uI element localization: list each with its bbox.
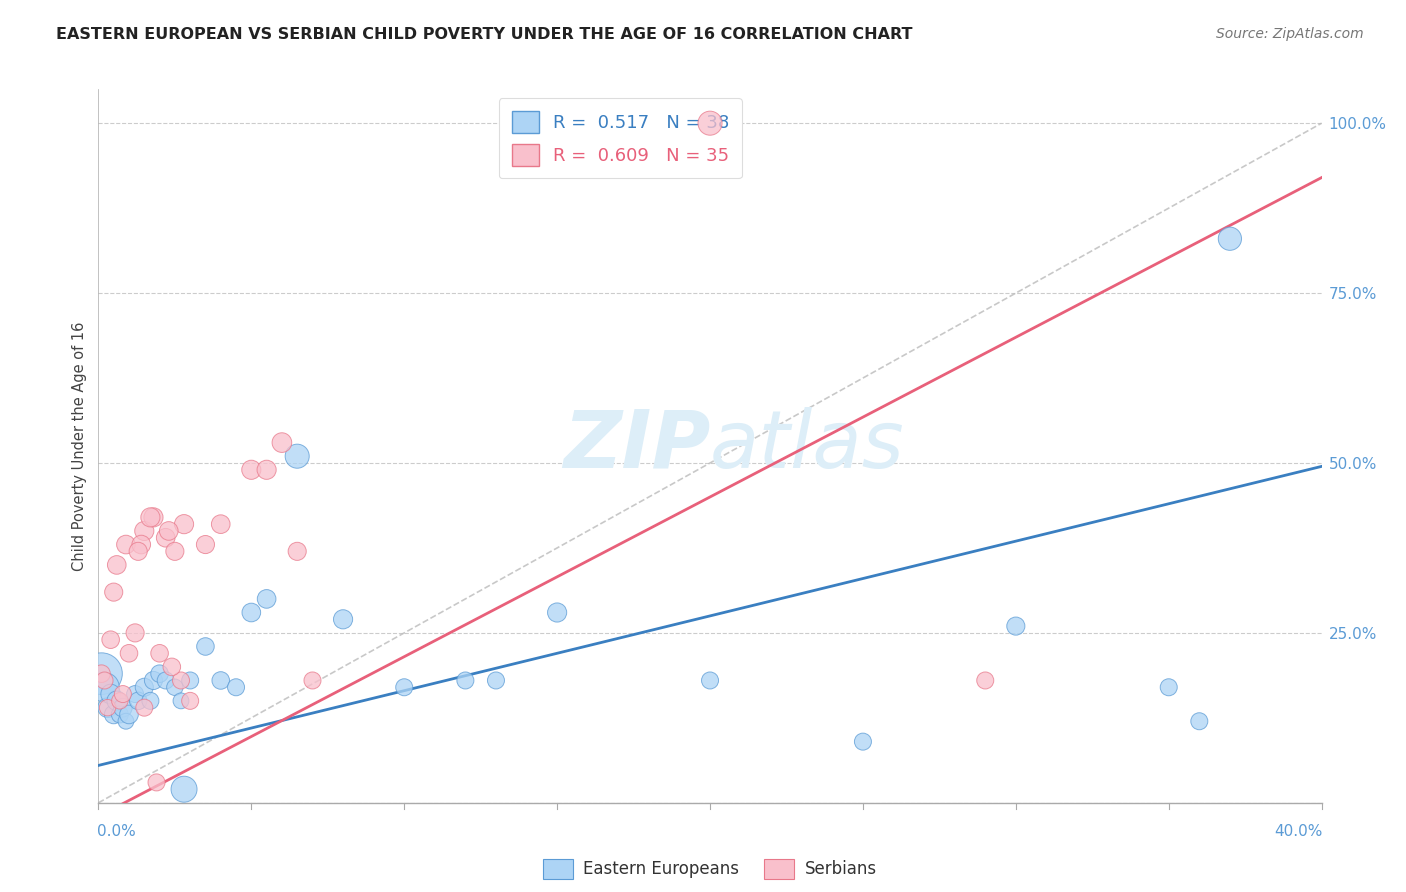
Point: [270, 435, 292, 450]
Point: [194, 640, 217, 654]
Y-axis label: Child Poverty Under the Age of 16: Child Poverty Under the Age of 16: [72, 321, 87, 571]
Point: [1004, 619, 1026, 633]
Point: [103, 707, 125, 722]
Point: [145, 775, 167, 789]
Point: [111, 687, 134, 701]
Point: [173, 517, 195, 532]
Point: [155, 673, 177, 688]
Point: [173, 782, 195, 797]
Text: Source: ZipAtlas.com: Source: ZipAtlas.com: [1216, 27, 1364, 41]
Text: 40.0%: 40.0%: [1274, 824, 1323, 839]
Point: [170, 673, 193, 688]
Point: [90, 666, 112, 681]
Point: [129, 537, 152, 551]
Point: [852, 734, 875, 748]
Point: [134, 680, 156, 694]
Point: [93, 680, 115, 694]
Point: [240, 606, 263, 620]
Point: [157, 524, 180, 538]
Point: [285, 544, 308, 558]
Legend: Eastern Europeans, Serbians: Eastern Europeans, Serbians: [536, 850, 884, 888]
Point: [142, 510, 165, 524]
Point: [115, 714, 138, 729]
Point: [149, 666, 172, 681]
Point: [105, 694, 128, 708]
Point: [699, 673, 721, 688]
Point: [285, 449, 308, 463]
Point: [699, 116, 721, 130]
Text: ZIP: ZIP: [562, 407, 710, 485]
Point: [118, 646, 141, 660]
Point: [301, 673, 323, 688]
Point: [485, 673, 508, 688]
Point: [1219, 232, 1241, 246]
Point: [170, 694, 193, 708]
Point: [100, 632, 122, 647]
Point: [124, 626, 146, 640]
Point: [209, 517, 232, 532]
Point: [546, 606, 568, 620]
Point: [1157, 680, 1180, 694]
Text: atlas: atlas: [710, 407, 905, 485]
Point: [160, 660, 183, 674]
Point: [163, 544, 186, 558]
Point: [225, 680, 247, 694]
Point: [134, 524, 156, 538]
Point: [142, 673, 165, 688]
Point: [209, 673, 232, 688]
Point: [392, 680, 416, 694]
Point: [97, 700, 120, 714]
Point: [454, 673, 477, 688]
Point: [240, 463, 263, 477]
Point: [111, 700, 134, 714]
Point: [149, 646, 172, 660]
Point: [90, 666, 112, 681]
Point: [139, 694, 162, 708]
Point: [1188, 714, 1211, 729]
Point: [155, 531, 177, 545]
Point: [103, 585, 125, 599]
Point: [118, 707, 141, 722]
Point: [124, 687, 146, 701]
Point: [134, 700, 156, 714]
Point: [105, 558, 128, 572]
Text: EASTERN EUROPEAN VS SERBIAN CHILD POVERTY UNDER THE AGE OF 16 CORRELATION CHART: EASTERN EUROPEAN VS SERBIAN CHILD POVERT…: [56, 27, 912, 42]
Point: [97, 700, 120, 714]
Point: [108, 707, 131, 722]
Point: [974, 673, 997, 688]
Point: [115, 537, 138, 551]
Point: [256, 463, 278, 477]
Point: [100, 687, 122, 701]
Text: 0.0%: 0.0%: [97, 824, 136, 839]
Point: [127, 694, 149, 708]
Point: [194, 537, 217, 551]
Point: [127, 544, 149, 558]
Point: [108, 694, 131, 708]
Point: [139, 510, 162, 524]
Point: [179, 673, 201, 688]
Point: [163, 680, 186, 694]
Point: [179, 694, 201, 708]
Point: [332, 612, 354, 626]
Point: [256, 591, 278, 606]
Point: [93, 673, 115, 688]
